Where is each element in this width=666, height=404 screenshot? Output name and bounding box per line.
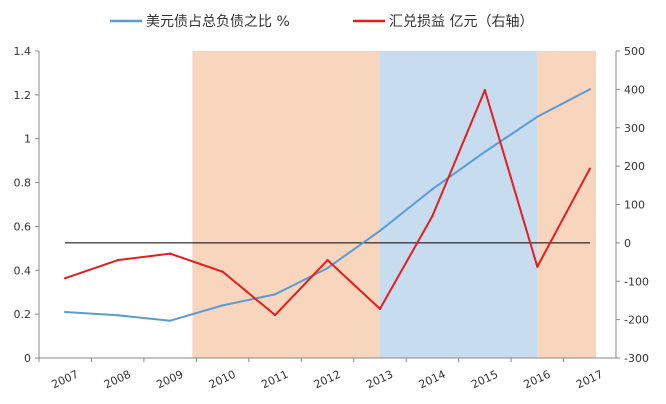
left-tick-label: 0.8 — [14, 177, 32, 190]
x-tick-label: 2011 — [259, 368, 290, 392]
series-2-point — [326, 258, 329, 262]
right-tick-label: -200 — [624, 314, 649, 327]
series-1-point — [168, 319, 172, 322]
legend-label-series-2: 汇兑损益 亿元（右轴） — [389, 14, 533, 30]
shaded-band-3 — [537, 51, 596, 358]
right-tick-label: 300 — [624, 122, 645, 135]
legend: 美元债占总负债之比 % 汇兑损益 亿元（右轴） — [110, 14, 533, 30]
left-tick-label: 0.6 — [14, 220, 32, 233]
series-1-point — [326, 266, 329, 270]
series-2-point — [431, 214, 434, 218]
series-2-point — [64, 276, 67, 280]
x-tick-label: 2016 — [522, 368, 553, 392]
series-2-point — [168, 252, 172, 255]
left-tick-label: 1.2 — [14, 89, 32, 102]
legend-label-series-1: 美元债占总负债之比 % — [146, 14, 290, 30]
series-1-point — [64, 310, 67, 314]
left-tick-label: 0 — [24, 352, 31, 365]
series-2-point — [378, 307, 382, 311]
right-tick-label: -100 — [624, 275, 649, 288]
series-2-point — [536, 265, 539, 268]
series-1-point — [378, 229, 382, 233]
series-1-point — [273, 293, 277, 296]
x-tick-label: 2015 — [469, 368, 500, 392]
series-1-point — [483, 150, 487, 154]
x-tick-label: 2009 — [154, 368, 185, 392]
left-tick-label: 0.4 — [14, 264, 32, 277]
series-1-point — [116, 314, 119, 317]
x-tick-label: 2012 — [312, 368, 343, 392]
x-tick-label: 2017 — [574, 368, 605, 392]
right-tick-label: 100 — [624, 199, 645, 212]
series-2-point — [588, 167, 591, 171]
series-1-point — [536, 115, 539, 118]
left-tick-label: 0.2 — [14, 308, 32, 321]
left-tick-label: 1 — [24, 133, 31, 146]
x-tick-label: 2010 — [207, 368, 238, 392]
x-tick-label: 2008 — [102, 368, 133, 392]
series-2-point — [116, 258, 119, 262]
series-lines — [64, 88, 591, 322]
x-tick-label: 2014 — [417, 368, 448, 392]
right-tick-label: 200 — [624, 160, 645, 173]
series-2-point — [273, 313, 277, 317]
right-tick-label: 500 — [624, 45, 645, 58]
axes — [35, 50, 620, 362]
left-tick-label: 1.4 — [14, 45, 32, 58]
series-1-point — [588, 88, 591, 91]
right-tick-label: 400 — [624, 83, 645, 96]
shaded-band-1 — [192, 51, 380, 358]
x-tick-label: 2007 — [50, 368, 81, 392]
x-tick-label: 2013 — [364, 368, 395, 392]
shaded-band-2 — [379, 51, 538, 358]
right-tick-label: 0 — [624, 237, 631, 250]
shaded-bands — [192, 51, 596, 358]
series-1-point — [221, 304, 224, 307]
right-tick-label: -300 — [624, 352, 649, 365]
series-2-point — [483, 88, 487, 92]
series-1-point — [431, 187, 434, 191]
series-2-point — [221, 270, 224, 273]
